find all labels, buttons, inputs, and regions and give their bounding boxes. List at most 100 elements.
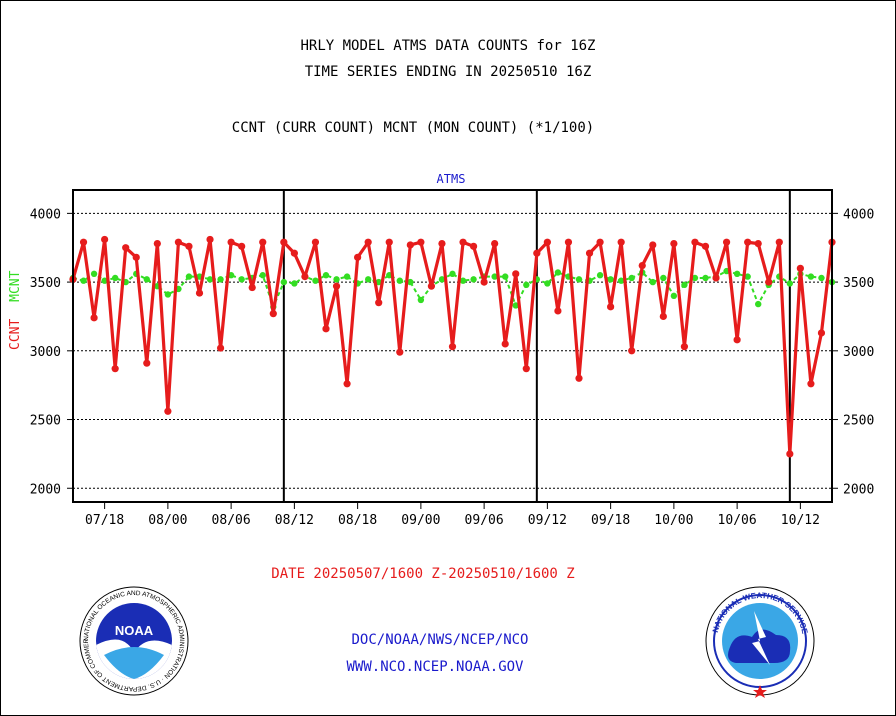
ccnt-point [216,344,225,352]
x-tick-label: 10/06 [718,513,757,528]
x-tick-label: 09/00 [401,513,440,528]
ccnt-point [796,264,804,272]
ccnt-point [543,238,551,246]
mcnt-point [681,281,688,289]
mcnt-point [617,277,625,284]
grid-lines [73,212,832,489]
x-tick-label: 10/00 [654,513,693,528]
x-axis: 07/18 08/00 08/06 08/12 08/18 09/00 09/06 09/12… [85,502,820,528]
mcnt-point [691,274,699,282]
ccnt-point [722,238,731,246]
ccnt-point [501,340,509,348]
ccnt-point [143,359,151,367]
mcnt-point [670,292,678,300]
mcnt-point [660,274,667,282]
ccnt-point [195,289,204,297]
ccnt-point [554,307,562,315]
mcnt-point [733,270,741,278]
ccnt-point [174,238,183,246]
ccnt-point [638,261,646,270]
ccnt-point [628,347,636,355]
mcnt-point [649,278,656,286]
panel-label: ATMS [436,172,466,186]
x-tick-label: 08/18 [338,513,377,528]
mcnt-point [322,272,330,279]
y-tick-label-left: 4000 [30,207,61,222]
mcnt-point [523,281,530,289]
y-tick-label-right: 4000 [843,207,874,222]
x-tick-label: 08/00 [148,513,187,528]
ccnt-point [153,240,161,248]
mcnt-point [259,272,266,279]
ccnt-point [744,238,752,246]
ccnt-point [206,235,214,244]
series-mcnt [69,267,836,311]
ccnt-point [132,253,140,261]
mcnt-point [554,269,562,276]
ccnt-point [406,241,414,249]
x-tick-label: 08/06 [212,513,251,528]
x-tick-label: 09/12 [528,513,567,528]
mcnt-point [80,277,87,284]
mcnt-point [459,277,467,284]
ccnt-point [396,348,404,356]
mcnt-point [90,270,98,278]
chart-title-line-2: TIME SERIES ENDING IN 20250510 16Z [304,64,592,80]
mcnt-point [744,273,751,280]
mcnt-point [818,274,825,282]
mcnt-point [111,274,119,282]
mcnt-point [312,277,319,284]
y-tick-label-left: 2500 [30,414,61,429]
org-link-website[interactable]: WWW.NCO.NCEP.NOAA.GOV [346,659,524,675]
y-tick-label-right: 2500 [843,414,874,429]
mcnt-point [333,276,340,283]
y-tick-label-left: 2000 [30,482,61,497]
mcnt-point [512,302,519,309]
ccnt-point [670,240,678,248]
x-tick-label: 10/12 [781,513,820,528]
ccnt-point [343,380,351,388]
mcnt-point [755,300,762,308]
y-tick-label-right: 2000 [843,482,874,497]
ccnt-point [259,238,267,246]
ccnt-point [311,238,320,246]
mcnt-point [375,278,382,286]
mcnt-point [470,276,477,283]
x-tick-label: 09/18 [591,513,630,528]
mcnt-point [449,270,456,278]
ccnt-point [332,282,341,290]
ccnt-point [491,240,499,248]
nws-logo: NATIONAL WEATHER SERVICE [705,586,815,698]
mcnt-point [807,273,815,280]
ccnt-point [765,278,773,286]
mcnt-point [364,276,372,283]
x-tick-label: 07/18 [85,513,124,528]
ccnt-point [438,240,446,248]
ccnt-point [448,343,457,351]
mcnt-point [786,280,794,287]
ccnt-point [817,329,826,337]
ccnt-point [111,365,119,373]
ccnt-point [480,278,488,286]
ccnt-point [786,450,794,458]
mcnt-point [438,276,446,283]
mcnt-point [628,274,635,282]
ccnt-point [775,238,783,246]
ccnt-point [522,365,530,373]
mcnt-point [417,296,425,304]
ccnt-point [585,249,594,257]
mcnt-point [143,276,150,283]
day-boundary-lines [282,190,791,502]
ccnt-point [122,244,130,252]
ccnt-point [427,282,436,290]
mcnt-point [101,277,108,284]
mcnt-point [291,280,298,287]
mcnt-point [491,273,498,280]
y-axis-left: 2000 2500 3000 3500 4000 [30,207,73,497]
ccnt-point [459,238,467,246]
ccnt-point [238,242,246,250]
ccnt-point [90,314,98,322]
org-link-doc[interactable]: DOC/NOAA/NWS/NCEP/NCO [351,632,529,648]
series-ccnt [69,235,836,458]
